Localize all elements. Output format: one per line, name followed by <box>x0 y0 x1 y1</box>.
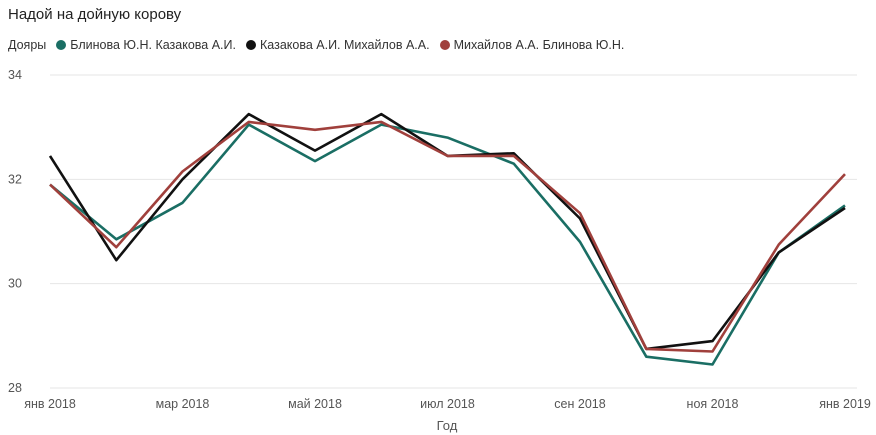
legend-label-0: Блинова Ю.Н. Казакова А.И. <box>70 38 236 52</box>
x-tick-label: янв 2019 <box>819 397 871 411</box>
chart-title: Надой на дойную корову <box>8 6 182 23</box>
legend-title: Дояры <box>8 38 47 52</box>
y-tick-label: 28 <box>8 381 22 395</box>
series-line-0[interactable] <box>49 123 846 366</box>
series-lines <box>48 112 846 366</box>
x-axis-title: Год <box>437 418 458 433</box>
gridlines <box>50 74 857 389</box>
series-line-2[interactable] <box>49 120 846 353</box>
y-tick-label: 32 <box>8 172 22 186</box>
legend: Дояры Блинова Ю.Н. Казакова А.И. Казаков… <box>8 38 624 52</box>
x-tick-label: июл 2018 <box>420 397 475 411</box>
y-tick-label: 34 <box>8 68 22 82</box>
x-tick-label: мар 2018 <box>156 397 210 411</box>
x-tick-label: май 2018 <box>288 397 342 411</box>
x-tick-label: сен 2018 <box>554 397 605 411</box>
legend-swatch-1 <box>246 40 256 50</box>
y-tick-label: 30 <box>8 277 22 291</box>
legend-label-1: Казакова А.И. Михайлов А.А. <box>260 38 430 52</box>
y-axis-ticks: 28 30 32 34 <box>8 68 22 395</box>
legend-swatch-2 <box>439 40 450 50</box>
x-axis-ticks: янв 2018 мар 2018 май 2018 июл 2018 сен 2018… <box>24 397 871 411</box>
x-tick-label: янв 2018 <box>24 397 76 411</box>
legend-swatch-0 <box>56 40 67 50</box>
legend-item-0[interactable]: Блинова Ю.Н. Казакова А.И. <box>56 38 236 52</box>
series-line-1[interactable] <box>48 112 846 351</box>
x-tick-label: ноя 2018 <box>687 397 739 411</box>
legend-label-2: Михайлов А.А. Блинова Ю.Н. <box>453 38 625 52</box>
legend-item-1[interactable]: Казакова А.И. Михайлов А.А. <box>246 38 430 52</box>
legend-item-2[interactable]: Михайлов А.А. Блинова Ю.Н. <box>439 38 625 52</box>
